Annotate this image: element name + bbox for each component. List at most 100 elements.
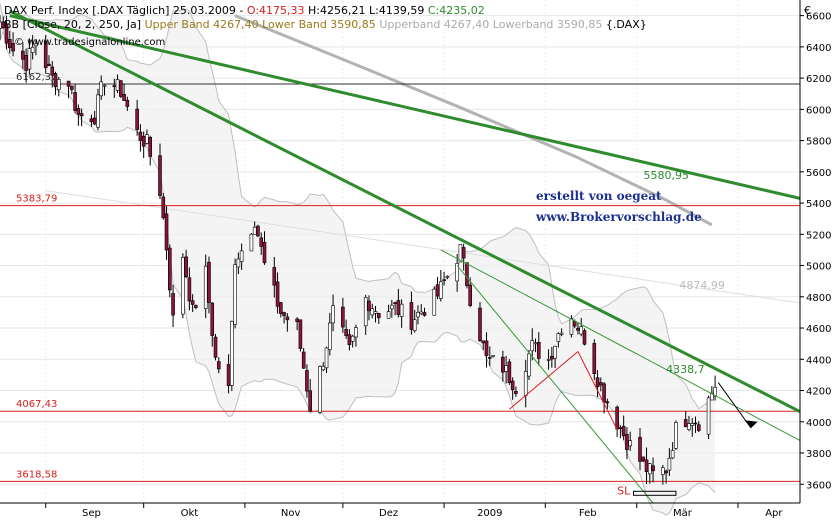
bb-lower: Lower Band 3590,85 bbox=[262, 18, 376, 31]
candle-body bbox=[66, 80, 71, 87]
annotation-label: 4874,99 bbox=[679, 279, 725, 292]
y-tick-label: 4800 bbox=[806, 293, 831, 304]
candle-body bbox=[341, 306, 345, 328]
candle-body bbox=[399, 303, 404, 317]
candle-body bbox=[171, 293, 175, 316]
y-axis-ticks: 3600 3800 4000 4200 4400 4600 4800 5000 5200 5400… bbox=[800, 12, 831, 491]
watermark-text: © www.tradesignalonline.com bbox=[14, 37, 165, 48]
candle-body bbox=[373, 311, 378, 314]
header-line-2: BB [Close, 20, 2, 250, Ja] Upper Band 42… bbox=[4, 18, 647, 31]
candle-body bbox=[344, 329, 348, 336]
candle-body bbox=[569, 317, 574, 335]
forecast-arrowhead bbox=[744, 420, 758, 429]
candle-body bbox=[507, 361, 512, 383]
candle-body bbox=[230, 320, 234, 386]
bb-upper-ref: Upperband 4267,40 bbox=[379, 18, 489, 31]
candle-body bbox=[279, 302, 283, 314]
header-open: O:4175,33 bbox=[247, 4, 305, 17]
y-tick-label: 3600 bbox=[806, 480, 831, 491]
y-tick-label: 5600 bbox=[806, 168, 831, 179]
x-tick-label: Feb bbox=[579, 508, 597, 519]
candle-body bbox=[491, 355, 495, 357]
credit-line-2: www.Brokervorschlag.de bbox=[535, 210, 702, 224]
candle-body bbox=[252, 226, 257, 235]
candle-body bbox=[99, 81, 104, 97]
candle-body bbox=[376, 312, 381, 319]
grid-lines bbox=[0, 0, 800, 503]
candle-body bbox=[484, 340, 489, 356]
candle-body bbox=[504, 365, 508, 372]
candle-body bbox=[638, 436, 642, 462]
candle-body bbox=[187, 277, 192, 302]
candle-body bbox=[674, 422, 678, 449]
level-label: 3618,58 bbox=[16, 469, 57, 480]
candle-body bbox=[367, 300, 371, 312]
candle-body bbox=[370, 308, 375, 316]
candle-body bbox=[527, 353, 531, 377]
candle-body bbox=[641, 456, 646, 462]
candle-body bbox=[432, 288, 437, 316]
candle-body bbox=[203, 265, 208, 310]
candle-body bbox=[190, 300, 195, 305]
candle-body bbox=[207, 261, 211, 303]
candle-body bbox=[579, 326, 584, 335]
candle-body bbox=[533, 342, 538, 345]
x-tick-label: Nov bbox=[281, 508, 301, 519]
candle-body bbox=[226, 364, 231, 386]
annotation-shapes: 5580,95 4874,99 4338,7 SL bbox=[509, 169, 758, 498]
candle-body bbox=[530, 340, 535, 352]
candle-body bbox=[318, 366, 322, 413]
candle-body bbox=[576, 327, 580, 331]
candle-body bbox=[553, 345, 557, 359]
candle-body bbox=[628, 440, 633, 447]
candle-body bbox=[546, 359, 551, 361]
candle-body bbox=[416, 312, 420, 318]
candle-body bbox=[602, 383, 606, 403]
y-tick-label: 6600 bbox=[806, 12, 831, 23]
candle-body bbox=[249, 233, 254, 252]
candle-body bbox=[89, 118, 94, 122]
candle-body bbox=[439, 281, 443, 299]
candle-body bbox=[233, 264, 237, 325]
header-prefix: DAX Perf. Index [.DAX Täglich] 25.03.200… bbox=[4, 4, 247, 17]
candle-body bbox=[455, 263, 459, 282]
candle-body bbox=[331, 305, 335, 324]
candle-body bbox=[501, 356, 505, 373]
candle-body bbox=[595, 377, 600, 388]
candle-body bbox=[327, 322, 332, 351]
candle-body bbox=[236, 258, 241, 268]
candle-body bbox=[262, 241, 267, 264]
y-tick-label: 3800 bbox=[806, 449, 831, 460]
candle-body bbox=[79, 113, 84, 117]
annotation-label: SL bbox=[617, 485, 631, 498]
candle-body bbox=[618, 427, 623, 429]
level-label: 4067,43 bbox=[16, 399, 57, 410]
candle-body bbox=[324, 347, 329, 369]
candles bbox=[0, 15, 717, 485]
bollinger-lower-band bbox=[0, 30, 716, 516]
candle-body bbox=[119, 80, 123, 97]
y-tick-label: 5400 bbox=[806, 199, 831, 210]
candle-body bbox=[295, 318, 299, 322]
trendline bbox=[456, 265, 654, 504]
candle-body bbox=[122, 93, 126, 101]
y-tick-label: 4200 bbox=[806, 387, 831, 398]
y-tick-label: 4600 bbox=[806, 324, 831, 335]
header-low: L:4139,59 bbox=[369, 4, 424, 17]
candle-body bbox=[27, 48, 32, 70]
header-high: H:4256,21 bbox=[308, 4, 365, 17]
candle-body bbox=[706, 397, 711, 435]
red-support-line bbox=[509, 351, 579, 410]
candle-body bbox=[301, 351, 306, 369]
annotation-label: 4338,7 bbox=[666, 363, 705, 376]
candle-body bbox=[115, 79, 120, 91]
candle-body bbox=[7, 39, 12, 49]
candle-body bbox=[56, 79, 61, 91]
candle-body bbox=[305, 370, 309, 392]
candle-body bbox=[550, 355, 554, 360]
candle-body bbox=[164, 213, 169, 251]
y-tick-label: 6200 bbox=[806, 74, 831, 85]
candle-body bbox=[34, 43, 38, 47]
